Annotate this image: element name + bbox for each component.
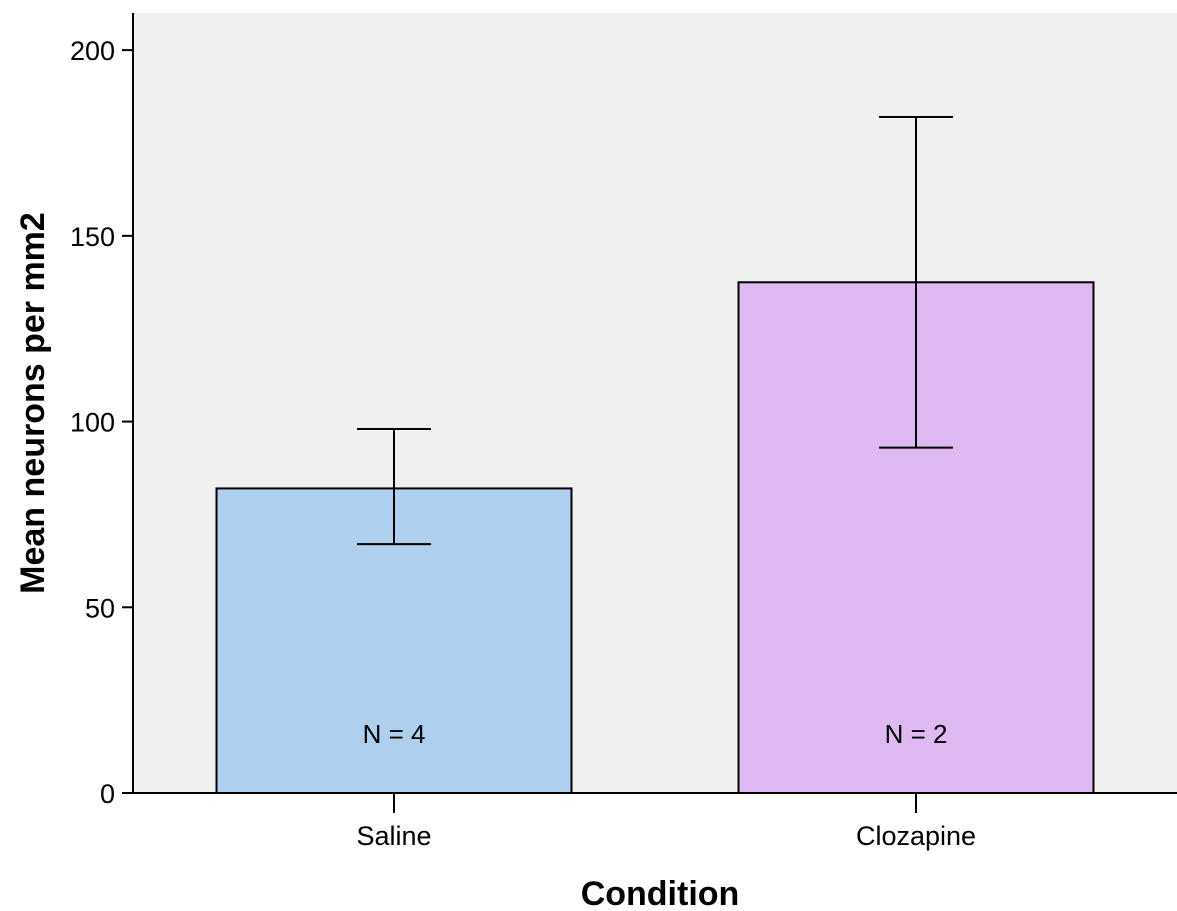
ticks-layer: 0 50 100 150 200 Saline Clozapine [70,36,976,851]
y-tick-label: 150 [70,222,115,252]
bar-n-label: N = 4 [363,719,426,749]
y-tick-label: 200 [70,36,115,66]
bars-layer: N = 4 N = 2 [215,116,1095,794]
y-tick-label: 100 [70,408,115,438]
x-tick-label: Saline [356,821,431,851]
bar-n-label: N = 2 [885,719,948,749]
y-tick-label: 0 [100,779,115,809]
x-tick-label: Clozapine [856,821,976,851]
x-axis-title: Condition [581,875,740,911]
axes-layer [132,13,1177,794]
y-tick-label: 50 [85,593,115,623]
y-axis-title: Mean neurons per mm2 [14,212,52,594]
